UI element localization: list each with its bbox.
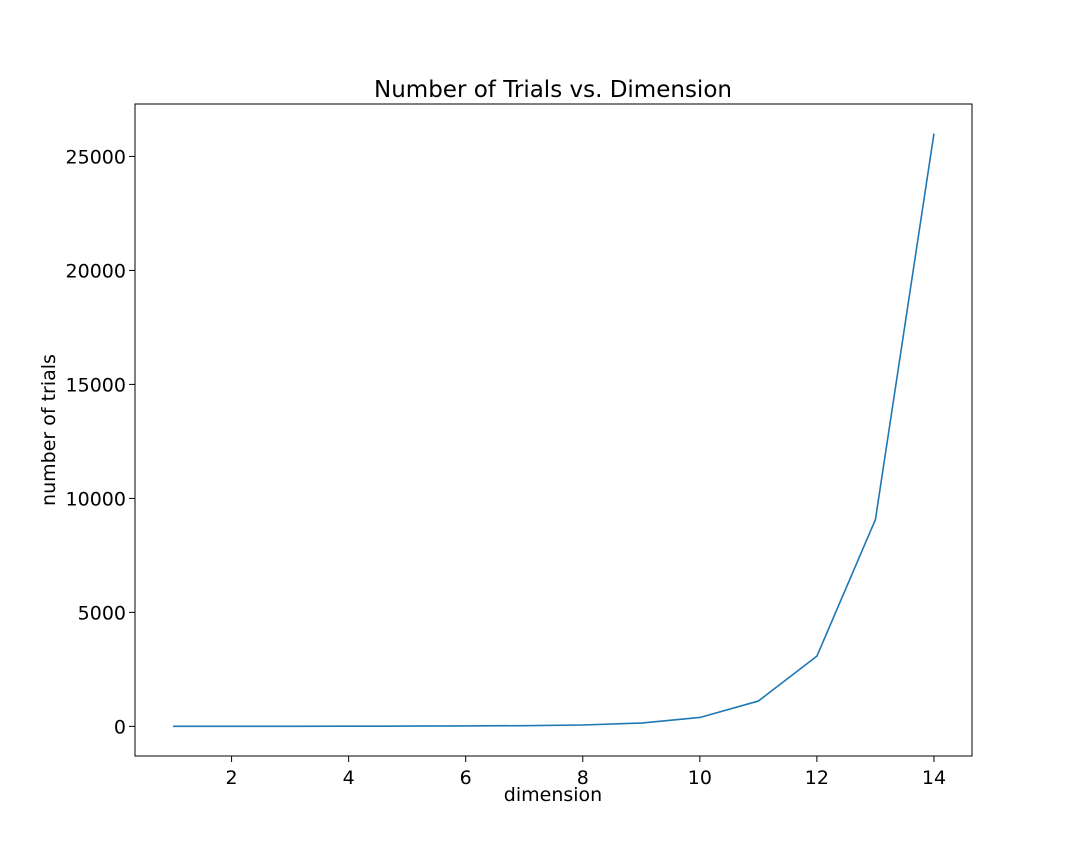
y-tick-label: 10000 [66,488,126,510]
y-tick-label: 0 [114,716,126,738]
y-tick-label: 5000 [78,602,126,624]
y-tick-label: 15000 [66,374,126,396]
x-tick-label: 8 [577,767,589,789]
x-axis-ticks: 2 4 6 8 10 12 14 [226,756,946,789]
plot-frame [134,103,973,757]
y-tick-label: 25000 [66,146,126,168]
y-axis-ticks: 0 5000 10000 15000 20000 25000 [66,146,135,738]
y-axis-label: number of trials [38,354,60,506]
x-tick-label: 12 [805,767,829,789]
chart-title: Number of Trials vs. Dimension [374,77,732,103]
x-tick-label: 6 [460,767,472,789]
y-tick-label: 20000 [66,260,126,282]
x-tick-label: 10 [688,767,712,789]
x-tick-label: 14 [922,767,946,789]
x-tick-label: 2 [226,767,238,789]
x-axis-label: dimension [504,784,602,806]
series-line [173,133,935,728]
x-tick-label: 4 [343,767,355,789]
